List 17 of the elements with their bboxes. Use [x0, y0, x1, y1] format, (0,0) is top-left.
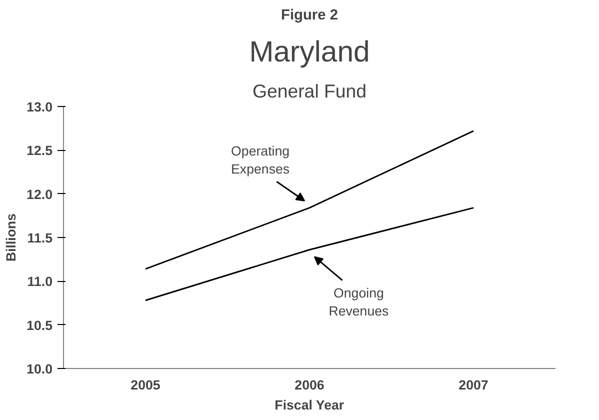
y-tick-label: 10.5 [26, 318, 54, 333]
x-axis-title: Fiscal Year [274, 398, 344, 412]
chart-subtitle: General Fund [252, 80, 367, 102]
y-tick-label: 13.0 [26, 100, 53, 114]
x-tick-label: 2005 [130, 378, 161, 392]
y-tick-label: 10.0 [26, 362, 53, 376]
y-tick-label: 12.0 [26, 186, 53, 202]
annotation: Ongoing Revenues [328, 286, 390, 319]
y-tick-label: 11.0 [27, 274, 53, 290]
y-tick-label: 12.5 [26, 143, 54, 158]
y-axis-title: Billions [4, 213, 19, 262]
x-tick-label: 2007 [458, 378, 488, 392]
y-tick-label: 11.5 [27, 230, 54, 246]
x-tick-label: 2006 [294, 378, 324, 392]
chart-title: Maryland [249, 36, 370, 68]
annotation: Operating Expenses [231, 143, 290, 176]
caption: Figure 2 [280, 8, 338, 24]
